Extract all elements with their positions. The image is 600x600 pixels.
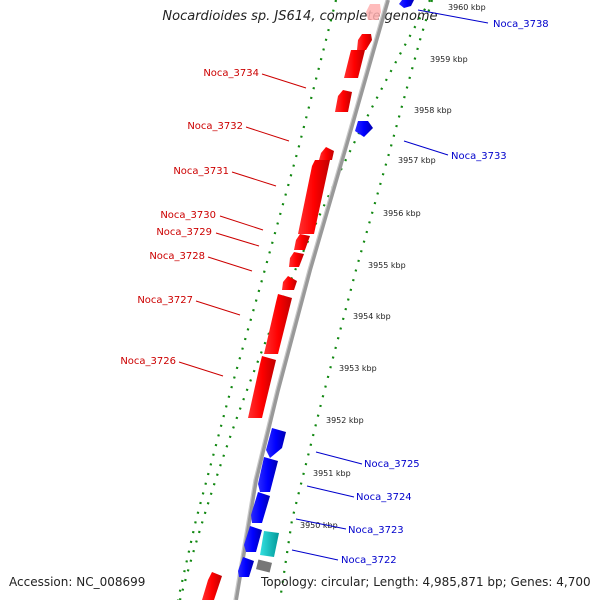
gene-label-noca-3738[interactable]: Noca_3738	[493, 19, 549, 30]
gene-noca-3732[interactable]	[319, 147, 334, 160]
gene-label-noca-3722[interactable]: Noca_3722	[341, 555, 397, 566]
tick-label-3951: 3951 kbp	[313, 469, 351, 478]
forward-genes	[202, 4, 381, 600]
gene-noca-3736[interactable]	[357, 34, 372, 50]
forward-track-dots	[176, 0, 338, 600]
gene-noca-3728[interactable]	[282, 276, 297, 290]
gene-label-noca-3730[interactable]: Noca_3730	[160, 210, 216, 221]
reverse-labels: Noca_3738 Noca_3733 Noca_3725 Noca_3724 …	[341, 19, 549, 566]
gene-noca-3735[interactable]	[344, 50, 365, 78]
tick-label-3957: 3957 kbp	[398, 156, 436, 165]
tick-label-3954: 3954 kbp	[353, 312, 391, 321]
gene-label-noca-3726[interactable]: Noca_3726	[120, 356, 176, 367]
gene-label-noca-3723[interactable]: Noca_3723	[348, 525, 404, 536]
tick-label-3953: 3953 kbp	[339, 364, 377, 373]
tick-label-3950: 3950 kbp	[300, 521, 338, 530]
tick-label-3960: 3960 kbp	[448, 3, 486, 12]
genome-backbone	[234, 0, 390, 600]
gene-label-noca-3724[interactable]: Noca_3724	[356, 492, 412, 503]
gene-noca-3729[interactable]	[289, 252, 304, 267]
gene-noca-3731[interactable]	[298, 160, 330, 234]
gene-label-noca-3731[interactable]: Noca_3731	[173, 166, 229, 177]
outer-guide-dots-left	[178, 0, 431, 600]
genome-stats: Topology: circular; Length: 4,985,871 bp…	[261, 575, 591, 589]
reverse-label-leaders	[291, 9, 489, 561]
gene-label-noca-3734[interactable]: Noca_3734	[203, 68, 259, 79]
rna-feature-noca-3723[interactable]	[260, 531, 279, 557]
tick-label-3956: 3956 kbp	[383, 209, 421, 218]
gene-noca-3722[interactable]	[238, 557, 254, 577]
genome-backbone-highlight	[233, 0, 387, 600]
gene-noca-3730[interactable]	[294, 234, 310, 250]
gene-noca-3737-faded[interactable]	[366, 4, 381, 20]
gene-noca-3738[interactable]	[399, 0, 414, 8]
accession-label: Accession: NC_008699	[9, 575, 146, 589]
gene-noca-3725[interactable]	[266, 428, 286, 458]
gene-label-noca-3728[interactable]: Noca_3728	[149, 251, 205, 262]
gene-noca-3724a[interactable]	[258, 457, 278, 492]
gene-label-noca-3725[interactable]: Noca_3725	[364, 459, 420, 470]
reverse-genes	[238, 0, 414, 577]
gene-noca-3721[interactable]	[202, 572, 222, 600]
tick-label-3955: 3955 kbp	[368, 261, 406, 270]
gene-noca-3733[interactable]	[355, 121, 373, 137]
tick-label-3959: 3959 kbp	[430, 55, 468, 64]
gene-noca-3726[interactable]	[248, 356, 276, 418]
other-feature[interactable]	[255, 559, 273, 573]
gene-noca-3724b[interactable]	[251, 492, 270, 523]
gene-label-noca-3733[interactable]: Noca_3733	[451, 151, 507, 162]
gene-label-noca-3727[interactable]: Noca_3727	[137, 295, 193, 306]
tick-label-3958: 3958 kbp	[414, 106, 452, 115]
gene-label-noca-3729[interactable]: Noca_3729	[156, 227, 212, 238]
gene-noca-3727[interactable]	[264, 294, 292, 354]
gene-noca-3723-blue[interactable]	[244, 526, 262, 552]
reverse-track-dots	[278, 0, 434, 600]
forward-labels: Noca_3734 Noca_3732 Noca_3731 Noca_3730 …	[120, 68, 259, 367]
gene-noca-3734[interactable]	[335, 90, 352, 112]
forward-label-leaders	[178, 73, 307, 377]
tick-label-3952: 3952 kbp	[326, 416, 364, 425]
gene-label-noca-3732[interactable]: Noca_3732	[187, 121, 243, 132]
